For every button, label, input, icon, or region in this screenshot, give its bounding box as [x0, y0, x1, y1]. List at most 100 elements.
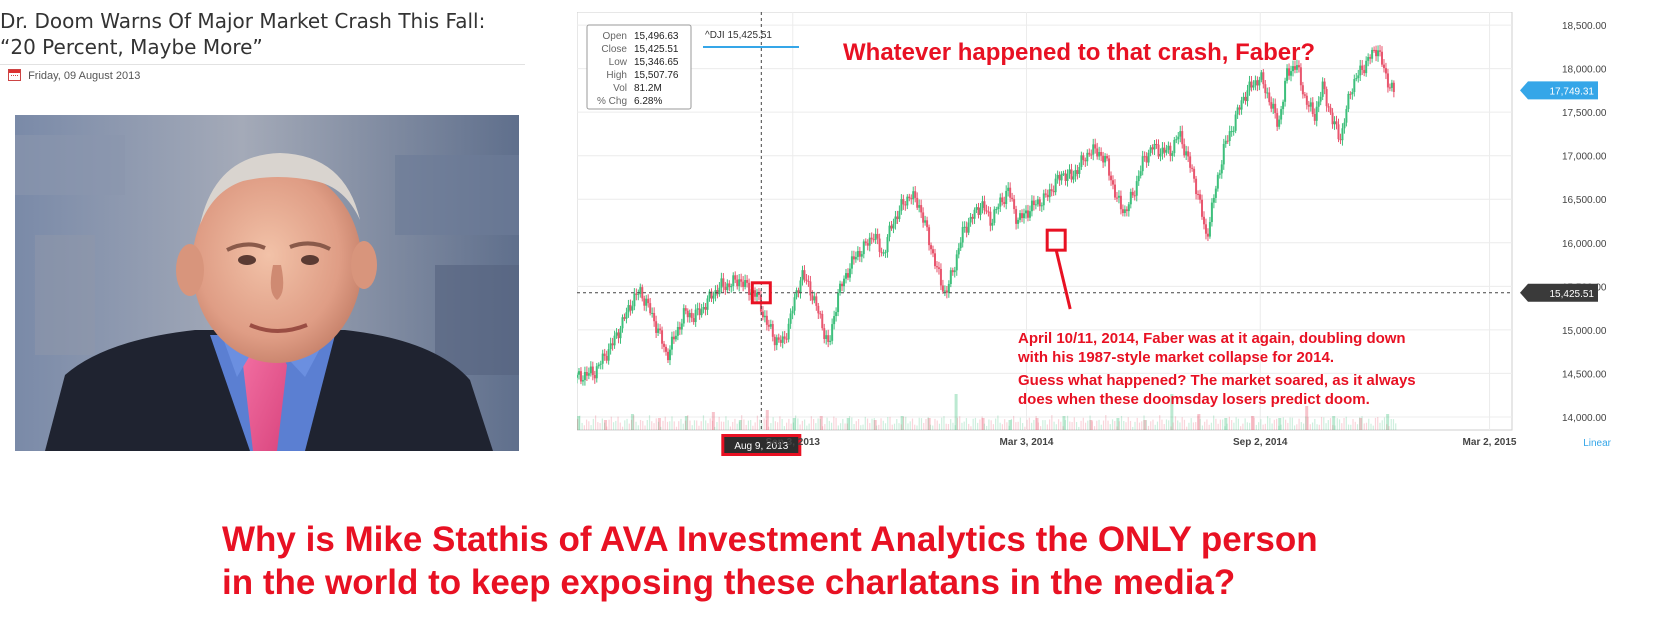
volume-bar [871, 418, 873, 430]
article-title[interactable]: Dr. Doom Warns Of Major Market Crash Thi… [0, 8, 540, 60]
candle-body [993, 209, 996, 223]
volume-bar [1325, 423, 1327, 430]
volume-bar [1168, 420, 1170, 430]
volume-bar [783, 426, 785, 430]
candle-body [1206, 233, 1209, 237]
candle-body [773, 336, 776, 346]
candle-body [1038, 199, 1041, 207]
candle-body [846, 273, 849, 278]
candle-body [724, 286, 727, 290]
volume-bar [594, 415, 597, 430]
volume-bar [687, 415, 689, 430]
candle-body [1367, 57, 1370, 61]
volume-bar [997, 415, 999, 430]
volume-bar [992, 424, 995, 430]
volume-bar [869, 423, 871, 430]
candle-body [1388, 87, 1391, 89]
candle-body [817, 305, 820, 314]
candle-body [700, 309, 703, 316]
volume-bar [1046, 424, 1048, 430]
volume-bar [1246, 422, 1248, 430]
price-tag [1520, 283, 1598, 302]
candle-body [661, 330, 664, 344]
volume-bars [577, 394, 1397, 430]
volume-bar [1316, 424, 1318, 430]
volume-bar [1147, 425, 1150, 430]
volume-bar [1181, 417, 1183, 430]
volume-bar [1287, 422, 1289, 430]
volume-bar [1031, 422, 1033, 430]
candle-body [1179, 131, 1182, 137]
candle-body [603, 353, 606, 356]
candle-body [757, 292, 760, 295]
volume-bar [624, 420, 626, 430]
volume-bar [1033, 419, 1035, 430]
volume-bar [956, 417, 959, 430]
volume-bar [1363, 423, 1365, 430]
volume-bar [590, 425, 592, 430]
candle-body [639, 287, 642, 294]
candle-body [1078, 167, 1081, 174]
candle-body [1017, 219, 1020, 224]
candle-body [1157, 144, 1160, 157]
candle-body [688, 312, 691, 318]
volume-bar [1073, 417, 1075, 430]
candle-body [1165, 149, 1168, 153]
candle-body [1167, 145, 1170, 150]
candle-body [1046, 194, 1049, 198]
volume-bar [792, 422, 794, 430]
candle-body [983, 201, 986, 211]
volume-bar [745, 424, 747, 430]
y-tick-label: 15,000.00 [1562, 326, 1607, 337]
volume-bar [693, 420, 696, 430]
candle-body [629, 305, 632, 311]
volume-bar [1093, 426, 1096, 430]
volume-bar [1165, 419, 1168, 430]
volume-bar [1264, 423, 1266, 430]
volume-bar [1060, 421, 1062, 430]
candle-body [670, 336, 673, 350]
volume-bar [828, 420, 830, 430]
candle-body [1155, 143, 1158, 145]
candle-body [1112, 180, 1115, 185]
price-tag-label: 15,425.51 [1550, 289, 1595, 300]
volume-bar [669, 421, 671, 430]
volume-bar [1150, 421, 1152, 430]
volume-bar [1341, 423, 1343, 430]
candle-body [878, 238, 881, 252]
candle-body [1218, 173, 1221, 175]
volume-bar [1280, 424, 1282, 430]
volume-bar [1163, 424, 1165, 430]
candle-body [979, 207, 982, 215]
volume-bar [1190, 418, 1192, 430]
candle-body [1280, 109, 1283, 120]
candle-body [961, 227, 964, 243]
volume-bar [1138, 422, 1141, 430]
volume-bar [1129, 420, 1132, 430]
volume-bar [588, 421, 590, 430]
candle-body [1355, 78, 1358, 80]
candle-body [716, 290, 719, 295]
volume-bar [732, 421, 734, 430]
candle-body [623, 317, 626, 319]
candle-body [617, 332, 620, 339]
volume-bar [1314, 418, 1316, 430]
volume-bar [1075, 422, 1078, 430]
candle-body [1153, 143, 1156, 150]
candle-body [708, 291, 711, 299]
candle-body [734, 275, 737, 280]
candle-body [651, 312, 654, 314]
volume-bar [1080, 420, 1082, 430]
candle-body [611, 343, 614, 346]
candle-body [1242, 96, 1245, 101]
y-tick-label: 14,500.00 [1562, 369, 1607, 380]
volume-bar [1255, 424, 1257, 430]
candle-body [969, 216, 972, 223]
ohlc-label: Open [603, 31, 627, 42]
volume-bar [1395, 423, 1397, 430]
stock-chart[interactable]: Aug 9, 2013 14,000.00 14,500.00 15,000.00 1… [577, 12, 1657, 467]
candle-body [922, 212, 925, 223]
candle-body [1026, 210, 1029, 218]
volume-bar [684, 420, 687, 430]
candle-body [767, 324, 770, 327]
